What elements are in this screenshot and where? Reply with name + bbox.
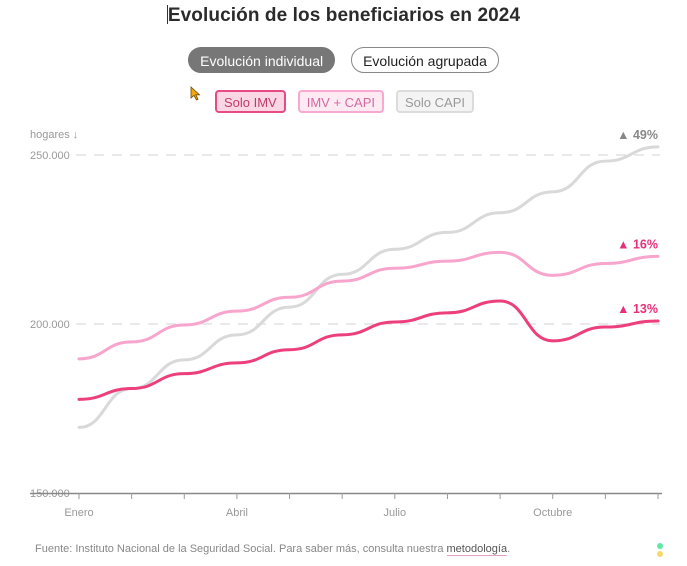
green-dot-icon [657, 543, 663, 549]
view-grouped-button[interactable]: Evolución agrupada [351, 47, 499, 73]
series-lines [77, 145, 660, 429]
text-cursor [166, 5, 168, 24]
end-labels: ▲ 49% ▲ 16% ▲ 13% [617, 128, 658, 316]
x-tick-label: Octubre [533, 507, 572, 519]
x-tick-label: Enero [64, 507, 93, 519]
source-trailing: . [507, 543, 511, 555]
y-tick-label: 200.000 [30, 319, 70, 331]
gridlines [76, 154, 660, 325]
yellow-dot-icon [657, 551, 663, 557]
filter-solo-imv-button[interactable]: Solo IMV [214, 90, 286, 113]
view-toggle: Evolución individual Evolución agrupada [0, 47, 687, 73]
filter-solo-capi-button[interactable]: Solo CAPI [396, 90, 474, 113]
source-note: Fuente: Instituto Nacional de la Segurid… [35, 543, 511, 556]
methodology-link[interactable]: metodología [446, 543, 508, 556]
y-tick-label: 250.000 [30, 150, 70, 162]
mouse-pointer-icon [190, 86, 201, 101]
status-indicator [657, 543, 663, 559]
series-line-imv-capi [77, 250, 660, 361]
filter-imv-capi-button[interactable]: IMV + CAPI [297, 90, 385, 113]
source-text: Fuente: Instituto Nacional de la Segurid… [35, 543, 447, 555]
y-axis-label: hogares ↓ [30, 129, 78, 141]
series-line-solo-imv [77, 299, 660, 401]
series-line-solo-capi [77, 145, 660, 429]
chart-title-text: Evolución de los beneficiarios en 2024 [167, 5, 521, 26]
x-tick-label: Abril [226, 507, 248, 519]
series-filter: Solo IMV IMV + CAPI Solo CAPI [0, 90, 687, 113]
x-tick-label: Julio [384, 507, 407, 519]
end-label-solo-capi: ▲ 49% [617, 128, 658, 142]
end-label-solo-imv: ▲ 13% [617, 302, 658, 316]
chart-title: Evolución de los beneficiarios en 2024 [0, 5, 687, 27]
view-individual-button[interactable]: Evolución individual [188, 47, 336, 73]
end-label-imv-capi: ▲ 16% [617, 237, 658, 251]
